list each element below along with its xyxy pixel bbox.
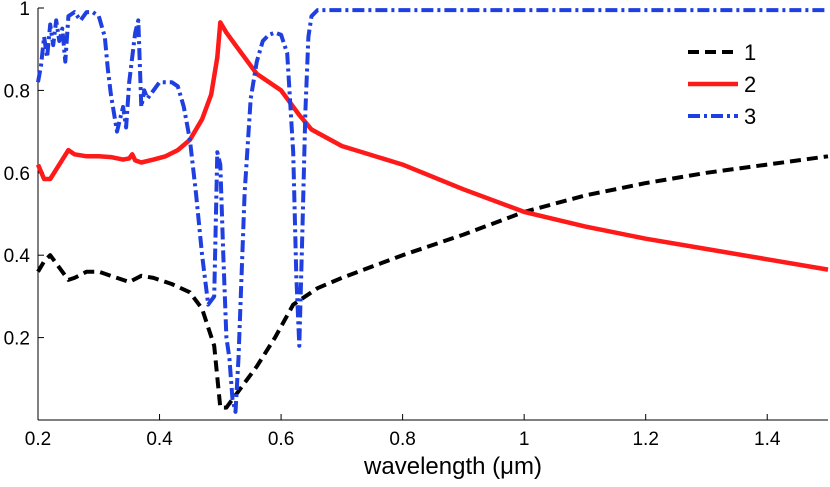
x-tick-label: 0.4 <box>146 429 173 450</box>
x-axis-title: wavelength (μm) <box>363 453 542 480</box>
series-layer <box>35 8 829 414</box>
x-tick-label: 0.2 <box>25 429 51 450</box>
legend-label-1: 1 <box>744 40 756 65</box>
x-tick-label: 0.8 <box>389 429 415 450</box>
legend: 1 2 3 <box>688 40 756 129</box>
series-3-line <box>36 8 828 414</box>
legend-label-3: 3 <box>744 104 756 129</box>
legend-label-2: 2 <box>744 72 756 97</box>
y-tick-label: 0.4 <box>4 246 31 267</box>
y-tick-label: 1 <box>19 0 30 20</box>
x-axis-ticks: 0.2 0.4 0.6 0.8 1 1.2 1.4 <box>25 414 781 450</box>
y-tick-label: 0.2 <box>4 329 30 350</box>
plot-area: 0.2 0.4 0.6 0.8 1 1.2 1.4 0.2 0.4 0.6 0.8 1 <box>4 0 829 450</box>
y-axis-ticks: 0.2 0.4 0.6 0.8 1 <box>4 0 44 350</box>
x-tick-label: 1.2 <box>632 429 658 450</box>
x-tick-label: 1.4 <box>754 429 781 450</box>
x-tick-label: 0.6 <box>268 429 294 450</box>
series-1-line <box>36 154 829 410</box>
y-tick-label: 0.6 <box>4 164 30 185</box>
y-tick-label: 0.8 <box>4 81 30 102</box>
x-tick-label: 1 <box>519 429 530 450</box>
series-2-line <box>35 20 829 272</box>
